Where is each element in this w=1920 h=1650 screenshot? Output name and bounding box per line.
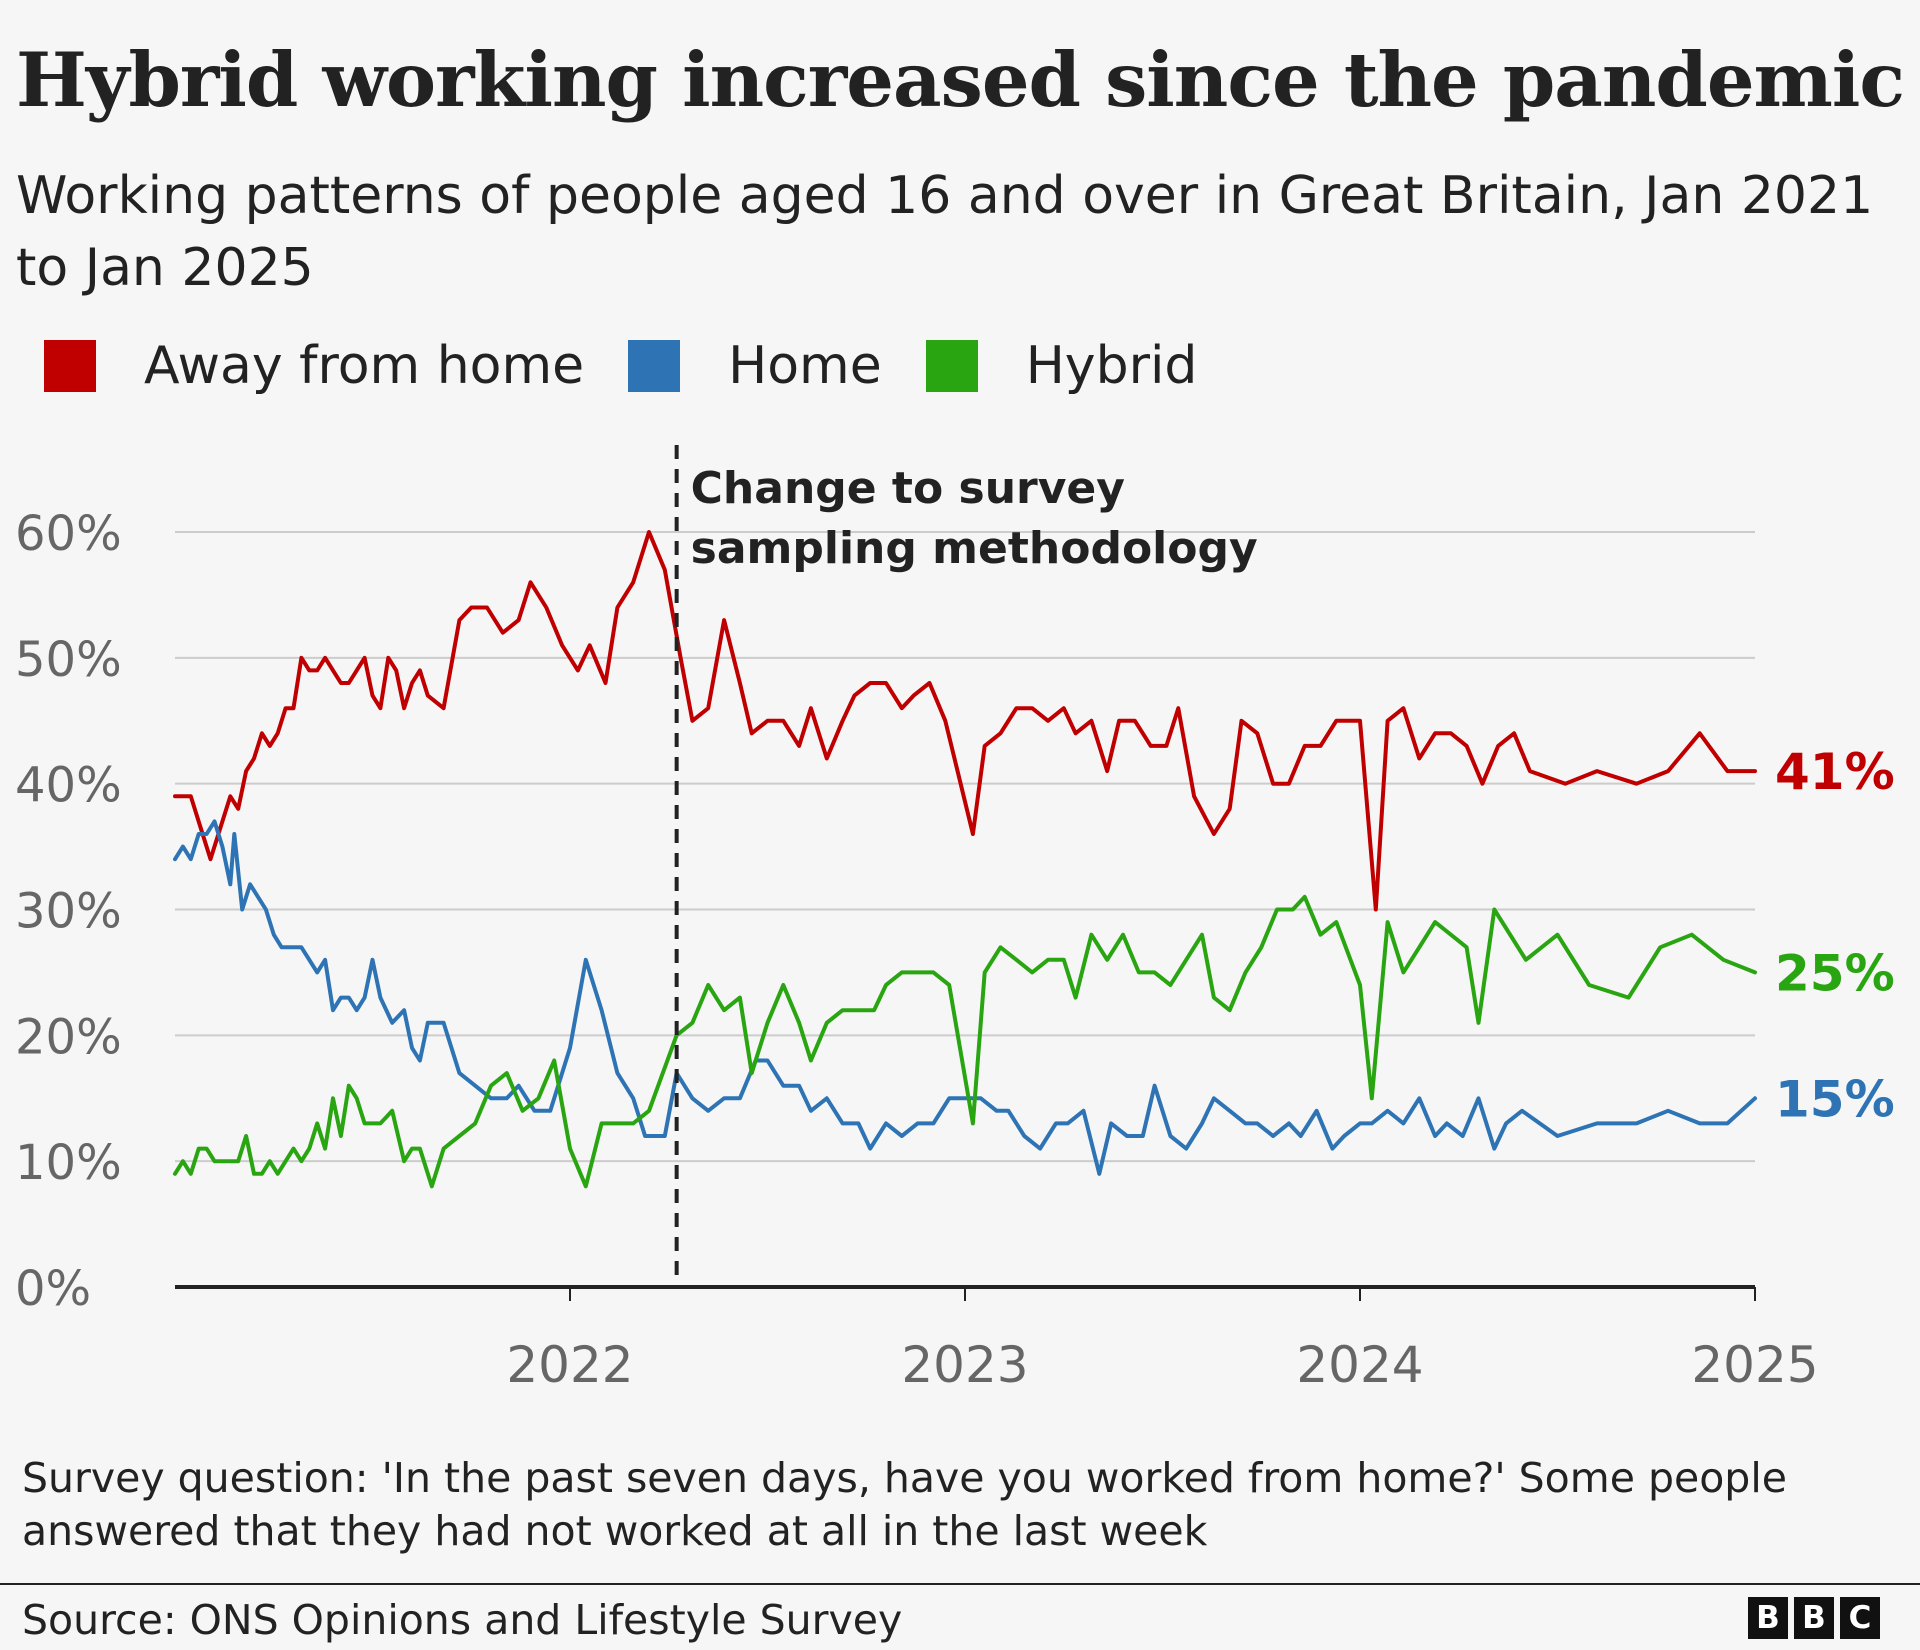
legend-swatch-hybrid bbox=[925, 340, 978, 392]
series-line-hybrid bbox=[173, 894, 1757, 1189]
annotation-label: sampling methodology bbox=[691, 523, 1258, 574]
y-tick-label: 10% bbox=[15, 1135, 122, 1191]
y-tick-label: 60% bbox=[15, 506, 122, 562]
series-end-label: 15% bbox=[1775, 1070, 1895, 1128]
chart-subtitle: Working patterns of people aged 16 and o… bbox=[16, 166, 1874, 298]
source-text: Source: ONS Opinions and Lifestyle Surve… bbox=[22, 1596, 903, 1644]
footer-divider bbox=[0, 1583, 1920, 1585]
bbc-logo: B B C bbox=[1742, 1597, 1880, 1639]
annotation-label: Change to survey bbox=[691, 463, 1125, 514]
y-tick-label: 40% bbox=[15, 758, 122, 814]
bbc-logo-block: B bbox=[1794, 1597, 1834, 1639]
series-line-away-from-home bbox=[173, 530, 1757, 912]
bbc-logo-block: B bbox=[1748, 1597, 1788, 1639]
legend: Away from home Home Hybrid bbox=[44, 336, 1241, 396]
legend-item-away: Away from home bbox=[44, 336, 584, 396]
line-chart: 0% 10% 20% 30% 40% 50% 60% 2022 2023 2024 2025 41% 1… bbox=[15, 445, 1895, 1394]
x-tick-label: 2025 bbox=[1691, 1336, 1818, 1394]
survey-note: Survey question: 'In the past seven days… bbox=[22, 1454, 1787, 1555]
x-tick-label: 2024 bbox=[1296, 1336, 1423, 1394]
y-tick-label: 30% bbox=[15, 884, 122, 940]
y-tick-label: 0% bbox=[15, 1261, 91, 1317]
y-tick-label: 20% bbox=[15, 1009, 122, 1065]
legend-item-hybrid: Hybrid bbox=[925, 336, 1198, 396]
legend-swatch-away bbox=[44, 340, 96, 392]
x-tick-label: 2022 bbox=[506, 1336, 633, 1394]
bbc-logo-block: C bbox=[1840, 1597, 1880, 1639]
chart-title: Hybrid working increased since the pande… bbox=[16, 36, 1905, 124]
legend-item-home: Home bbox=[628, 336, 882, 396]
x-tick-label: 2023 bbox=[901, 1336, 1028, 1394]
series-end-label: 41% bbox=[1775, 743, 1895, 801]
legend-label-away: Away from home bbox=[144, 336, 585, 396]
y-tick-label: 50% bbox=[15, 632, 122, 688]
series-end-label: 25% bbox=[1775, 944, 1895, 1002]
legend-swatch-home bbox=[628, 340, 681, 392]
legend-label-hybrid: Hybrid bbox=[1025, 336, 1198, 396]
legend-label-home: Home bbox=[728, 336, 882, 396]
series-line-home bbox=[173, 819, 1757, 1176]
